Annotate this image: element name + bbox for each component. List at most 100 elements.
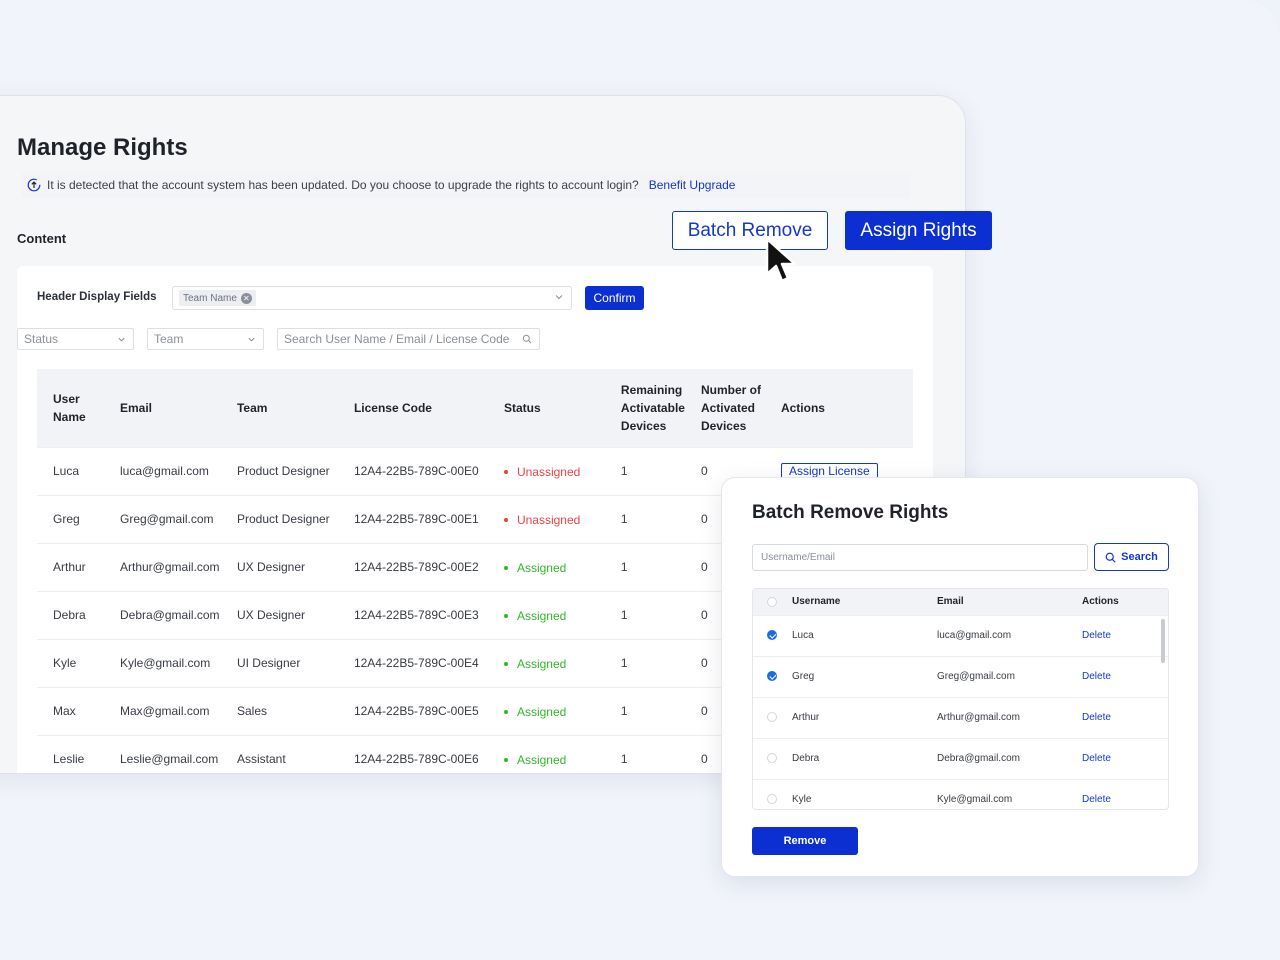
cell-remaining: 1 (604, 542, 685, 591)
cell-team: UI Designer (220, 638, 338, 687)
status-dot-icon (503, 566, 508, 570)
cell-license-code: 12A4-22B5-789C-00E2 (337, 542, 488, 591)
modal-table-row: Kyle Kyle@gmail.com Delete (753, 778, 1168, 809)
status-dot-icon (503, 710, 508, 714)
chevron-down-icon (248, 337, 255, 342)
search-icon (522, 334, 532, 344)
cell-email: Kyle@gmail.com (936, 778, 1081, 809)
team-filter[interactable]: Team (147, 328, 264, 350)
table-header-row: User Name Email Team License Code Status … (37, 369, 913, 447)
modal-table-row: Arthur Arthur@gmail.com Delete (753, 696, 1168, 738)
rights-table: User Name Email Team License Code Status … (37, 369, 913, 773)
modal-search-label: Search (1121, 551, 1158, 563)
cell-email: Max@gmail.com (103, 686, 221, 735)
status-filter[interactable]: Status (17, 328, 134, 350)
cell-email: Leslie@gmail.com (103, 734, 221, 773)
row-checkbox[interactable] (767, 671, 777, 682)
status-badge: Assigned (503, 609, 566, 623)
cell-actions: Delete (1081, 778, 1168, 809)
modal-search-button[interactable]: Search (1094, 543, 1169, 571)
col-header-license-code: License Code (353, 400, 432, 415)
cell-status: Assigned (487, 590, 605, 639)
row-select-cell (753, 655, 791, 697)
cell-remaining: 1 (604, 590, 685, 639)
cell-username: Greg (791, 655, 936, 697)
status-badge: Assigned (503, 753, 566, 767)
delete-link[interactable]: Delete (1082, 671, 1111, 682)
cell-actions: Delete (1081, 614, 1168, 656)
benefit-upgrade-link[interactable]: Benefit Upgrade (648, 178, 736, 192)
cell-actions: Delete (1081, 737, 1168, 779)
status-badge: Assigned (503, 705, 566, 719)
cell-email: Kyle@gmail.com (103, 638, 221, 687)
cell-status: Unassigned (487, 446, 605, 495)
batch-remove-rights-modal: Batch Remove Rights Search Username Emai… (721, 477, 1199, 877)
cell-team: UX Designer (220, 590, 338, 639)
manage-rights-window: Manage Rights It is detected that the ac… (0, 95, 966, 774)
cell-actions: Delete (1081, 655, 1168, 697)
close-circle-icon[interactable]: ✕ (240, 292, 252, 304)
table-row: Luca luca@gmail.com Product Designer 12A… (37, 446, 913, 495)
modal-table-container: Username Email Actions Luca luca@gmail.c… (752, 588, 1169, 810)
assign-rights-button[interactable]: Assign Rights (845, 211, 992, 250)
cell-user-name: Arthur (37, 542, 104, 591)
col-header-username: Username (792, 596, 841, 608)
col-header-status: Status (503, 400, 541, 415)
table-row: Greg Greg@gmail.com Product Designer 12A… (37, 494, 913, 543)
row-select-cell (753, 778, 791, 809)
col-header-email: Email (119, 400, 152, 415)
row-checkbox[interactable] (767, 712, 777, 723)
cell-license-code: 12A4-22B5-789C-00E0 (337, 446, 488, 495)
batch-remove-button[interactable]: Batch Remove (672, 211, 828, 250)
chevron-down-icon (118, 337, 125, 342)
status-badge: Assigned (503, 657, 566, 671)
select-all-checkbox[interactable] (767, 596, 777, 607)
team-filter-placeholder: Team (154, 332, 184, 346)
header-display-fields-label: Header Display Fields (37, 291, 157, 303)
row-checkbox[interactable] (767, 753, 777, 764)
cell-username: Kyle (791, 778, 936, 809)
delete-link[interactable]: Delete (1082, 712, 1111, 723)
row-checkbox[interactable] (767, 794, 777, 805)
user-search-input[interactable]: Search User Name / Email / License Code (277, 328, 540, 350)
upgrade-notice: It is detected that the account system h… (21, 172, 911, 198)
cell-remaining: 1 (604, 446, 685, 495)
row-select-cell (753, 696, 791, 738)
col-header-email: Email (937, 596, 964, 608)
chevron-down-icon (555, 295, 563, 300)
search-icon (1105, 552, 1116, 563)
cell-remaining: 1 (604, 686, 685, 735)
cell-status: Assigned (487, 686, 605, 735)
modal-scrollbar[interactable] (1161, 619, 1165, 663)
cell-email: luca@gmail.com (936, 614, 1081, 656)
select-all-cell (753, 589, 791, 615)
delete-link[interactable]: Delete (1082, 630, 1111, 641)
modal-table-row: Greg Greg@gmail.com Delete (753, 655, 1168, 697)
col-header-actions: Actions (780, 400, 825, 415)
upgrade-info-icon (27, 178, 41, 192)
cell-team: Product Designer (220, 446, 338, 495)
cell-license-code: 12A4-22B5-789C-00E6 (337, 734, 488, 773)
delete-link[interactable]: Delete (1082, 753, 1111, 764)
cell-team: Sales (220, 686, 338, 735)
cell-license-code: 12A4-22B5-789C-00E4 (337, 638, 488, 687)
cell-team: Product Designer (220, 494, 338, 543)
cell-email: Debra@gmail.com (936, 737, 1081, 779)
cell-email: Arthur@gmail.com (103, 542, 221, 591)
status-dot-icon (503, 518, 508, 522)
username-email-search-input[interactable] (752, 544, 1088, 571)
delete-link[interactable]: Delete (1082, 794, 1111, 805)
status-filter-placeholder: Status (24, 332, 59, 346)
cell-team: Assistant (220, 734, 338, 773)
header-display-fields-select[interactable]: Team Name ✕ (172, 286, 572, 310)
modal-user-table: Username Email Actions Luca luca@gmail.c… (753, 589, 1168, 809)
cell-user-name: Luca (37, 446, 104, 495)
confirm-button[interactable]: Confirm (585, 286, 644, 310)
rights-panel: Header Display Fields Team Name ✕ Confir… (17, 266, 933, 773)
status-dot-icon (503, 470, 508, 474)
status-badge: Unassigned (503, 513, 580, 527)
remove-button[interactable]: Remove (752, 827, 858, 855)
row-checkbox[interactable] (767, 630, 777, 641)
page-title: Manage Rights (17, 134, 188, 161)
modal-table-row: Debra Debra@gmail.com Delete (753, 737, 1168, 779)
